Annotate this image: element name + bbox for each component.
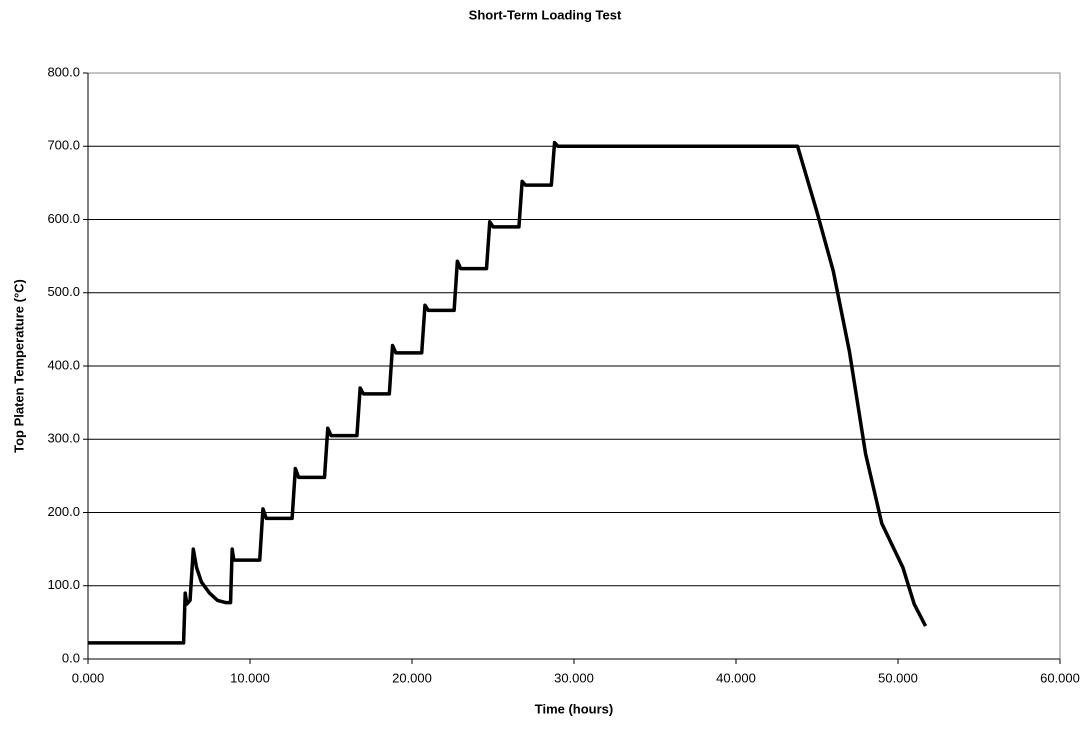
y-tick-label: 300.0 <box>47 431 80 446</box>
x-tick-label: 50.000 <box>878 670 918 685</box>
x-tick-label: 10.000 <box>230 670 270 685</box>
y-tick-label: 500.0 <box>47 284 80 299</box>
y-axis-label: Top Platen Temperature (°C) <box>11 279 26 453</box>
x-tick-label: 40.000 <box>716 670 756 685</box>
x-tick-label: 0.000 <box>72 670 105 685</box>
y-tick-label: 100.0 <box>47 577 80 592</box>
x-tick-label: 20.000 <box>392 670 432 685</box>
data-line <box>88 140 928 645</box>
y-tick-label: 700.0 <box>47 138 80 153</box>
y-tick-label: 800.0 <box>47 64 80 79</box>
y-tick-label: 0.0 <box>62 650 80 665</box>
x-axis-label: Time (hours) <box>535 701 614 716</box>
y-tick-label: 200.0 <box>47 504 80 519</box>
y-tick-label: 400.0 <box>47 357 80 372</box>
y-tick-label: 600.0 <box>47 211 80 226</box>
chart-title: Short-Term Loading Test <box>469 7 622 22</box>
x-tick-label: 30.000 <box>554 670 594 685</box>
x-tick-label: 60.000 <box>1040 670 1080 685</box>
